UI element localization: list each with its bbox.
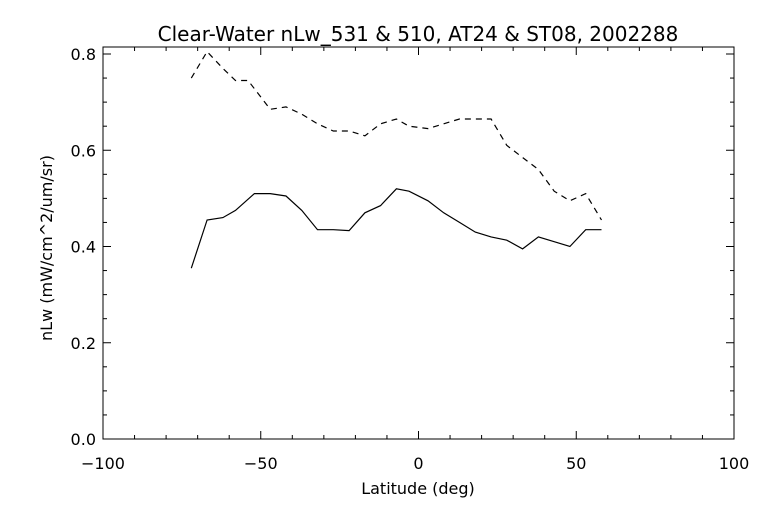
x-tick-label: −50 — [244, 454, 278, 473]
y-tick-label: 0.2 — [71, 334, 96, 353]
y-tick-label: 0.4 — [71, 238, 96, 257]
x-tick-label: 0 — [413, 454, 423, 473]
axis-ticks: −100 −50 0 50 100 0.0 0.2 0.4 0.6 0.8 — [71, 45, 750, 473]
plot-frame — [102, 46, 735, 440]
y-tick-label: 0.0 — [71, 430, 96, 449]
chart-title: Clear-Water nLw_531 & 510, AT24 & ST08, … — [158, 22, 679, 46]
x-tick-label: 50 — [566, 454, 586, 473]
x-axis-label: Latitude (deg) — [361, 479, 475, 498]
x-tick-label: −100 — [81, 454, 125, 473]
y-tick-label: 0.6 — [71, 141, 96, 160]
y-axis-label: nLw (mW/cm^2/um/sr) — [37, 155, 56, 341]
x-tick-label: 100 — [719, 454, 750, 473]
y-tick-label: 0.8 — [71, 45, 96, 64]
series-line-dashed — [190, 50, 603, 221]
series-layer — [190, 50, 603, 269]
series-line-solid — [190, 188, 602, 269]
